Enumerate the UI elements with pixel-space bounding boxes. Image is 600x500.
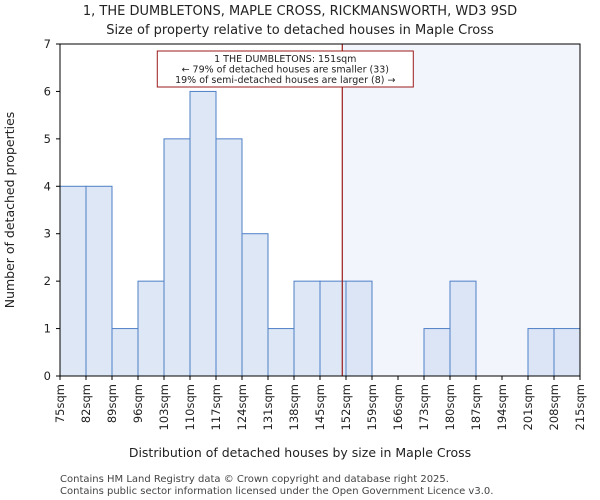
x-tick-label: 138sqm xyxy=(287,384,301,430)
x-tick-label: 103sqm xyxy=(157,384,171,430)
histogram-bar xyxy=(293,280,321,377)
x-tick-label: 124sqm xyxy=(235,384,249,430)
histogram-bar xyxy=(137,280,165,377)
histogram-bar xyxy=(267,328,295,377)
plot-area: 0 1 2 3 4 5 6 7 75sqm 82sqm 89sqm 96sqm 103sqm 110sq… xyxy=(44,37,587,430)
histogram-bar xyxy=(449,280,477,377)
chart-subtitle: Size of property relative to detached ho… xyxy=(106,23,494,38)
y-tick-label: 7 xyxy=(44,37,51,51)
y-tick-label: 4 xyxy=(44,179,51,193)
y-tick-label: 2 xyxy=(44,274,51,288)
histogram-bar xyxy=(553,328,581,377)
y-tick-label: 0 xyxy=(44,369,51,383)
x-tick-label: 131sqm xyxy=(261,384,275,430)
x-tick-label: 117sqm xyxy=(209,384,223,430)
annotation-frame xyxy=(156,50,414,88)
x-tick-label: 194sqm xyxy=(495,384,509,430)
x-tick-label: 82sqm xyxy=(79,384,93,423)
x-tick-label: 96sqm xyxy=(131,384,145,423)
annotation-line-2: ← 79% of detached houses are smaller (33… xyxy=(182,65,389,76)
histogram-bar xyxy=(163,138,191,377)
histogram-bar xyxy=(423,328,451,377)
y-tick-label: 5 xyxy=(44,132,51,146)
histogram-bar xyxy=(241,233,269,377)
x-tick-label: 110sqm xyxy=(183,384,197,430)
x-tick-label: 187sqm xyxy=(469,384,483,430)
histogram-bar xyxy=(345,280,373,377)
y-tick-label: 6 xyxy=(44,84,51,98)
histogram-bar xyxy=(59,185,87,377)
y-axis-label: Number of detached properties xyxy=(2,112,17,309)
x-axis-label: Distribution of detached houses by size … xyxy=(129,445,471,460)
histogram-bar xyxy=(527,328,555,377)
x-tick-label: 173sqm xyxy=(417,384,431,430)
x-tick-label: 159sqm xyxy=(365,384,379,430)
annotation-line-3: 19% of semi-detached houses are larger (… xyxy=(175,75,395,86)
footer-line-1: Contains HM Land Registry data © Crown c… xyxy=(60,474,449,485)
histogram-bar xyxy=(85,185,113,377)
histogram-bar xyxy=(111,328,139,377)
footer-line-2: Contains public sector information licen… xyxy=(60,486,493,497)
histogram-bar xyxy=(319,280,347,377)
x-tick-label: 201sqm xyxy=(521,384,535,430)
histogram-bar xyxy=(189,90,217,377)
x-tick-label: 152sqm xyxy=(339,384,353,430)
x-tick-label: 145sqm xyxy=(313,384,327,430)
y-tick-label: 1 xyxy=(44,322,51,336)
x-tick-label: 215sqm xyxy=(573,384,587,430)
x-tick-label: 166sqm xyxy=(391,384,405,430)
x-tick-label: 208sqm xyxy=(547,384,561,430)
histogram-bar xyxy=(215,138,243,377)
x-tick-label: 180sqm xyxy=(443,384,457,430)
chart-title: 1, THE DUMBLETONS, MAPLE CROSS, RICKMANS… xyxy=(83,4,517,19)
annotation-line-1: 1 THE DUMBLETONS: 151sqm xyxy=(214,54,356,65)
x-tick-label: 89sqm xyxy=(105,384,119,423)
y-tick-label: 3 xyxy=(44,227,51,241)
annotation-box: 1 THE DUMBLETONS: 151sqm ← 79% of detach… xyxy=(156,50,414,88)
x-tick-label: 75sqm xyxy=(53,384,67,423)
